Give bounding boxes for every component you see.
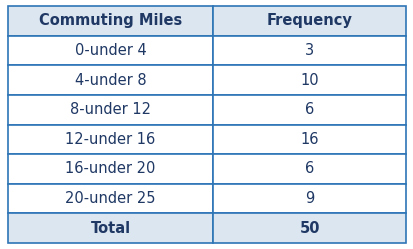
Bar — [8, 124, 213, 154]
Text: 3: 3 — [304, 43, 313, 58]
Text: Total: Total — [90, 221, 131, 236]
Bar — [8, 6, 213, 36]
Bar — [213, 36, 405, 65]
Bar — [213, 184, 405, 213]
Text: 9: 9 — [304, 191, 313, 206]
Bar — [8, 95, 213, 124]
Text: 4-under 8: 4-under 8 — [75, 72, 146, 88]
Text: Frequency: Frequency — [266, 13, 352, 28]
Text: 8-under 12: 8-under 12 — [70, 102, 151, 117]
Text: 10: 10 — [299, 72, 318, 88]
Text: Commuting Miles: Commuting Miles — [39, 13, 182, 28]
Bar — [8, 154, 213, 184]
Bar — [213, 6, 405, 36]
Bar — [213, 95, 405, 124]
Bar — [8, 65, 213, 95]
Bar — [8, 36, 213, 65]
Bar — [8, 184, 213, 213]
Text: 20-under 25: 20-under 25 — [65, 191, 155, 206]
Text: 50: 50 — [299, 221, 319, 236]
Text: 12-under 16: 12-under 16 — [65, 132, 155, 147]
Bar — [213, 124, 405, 154]
Bar — [213, 65, 405, 95]
Text: 6: 6 — [304, 161, 313, 177]
Text: 16: 16 — [299, 132, 318, 147]
Bar — [8, 213, 213, 243]
Text: 16-under 20: 16-under 20 — [65, 161, 155, 177]
Text: 6: 6 — [304, 102, 313, 117]
Bar — [213, 154, 405, 184]
Bar — [213, 213, 405, 243]
Text: 0-under 4: 0-under 4 — [75, 43, 146, 58]
